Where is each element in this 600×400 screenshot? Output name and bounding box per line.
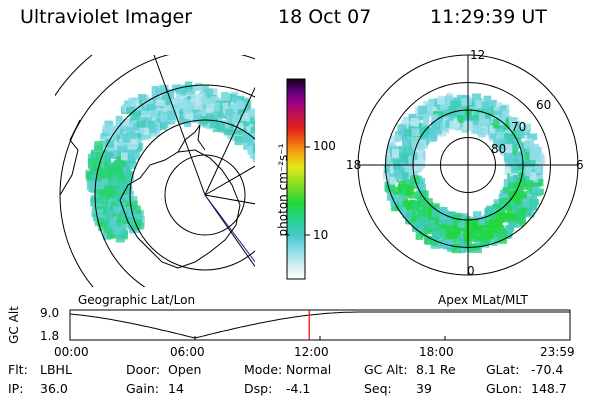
mlt-label-0: 0 [467,264,475,278]
geo-coastline-south-america [59,119,81,196]
geo-coastline-peninsula [177,124,206,153]
info-row2-key-2: Dsp: [244,381,273,396]
geo-meridian-1 [204,86,255,196]
info-row1-value-3: 8.1 Re [416,362,456,377]
mlt-label-6: 6 [576,158,584,172]
altitude-curve [69,311,570,339]
altitude-ytick-low: 1.8 [40,329,60,343]
mlat-label-80: 80 [491,142,507,156]
info-row2-value-4: 148.7 [531,381,567,396]
info-row2-value-3: 39 [416,381,432,396]
mlat-label-70: 70 [511,120,527,134]
info-row1-key-0: Flt: [8,362,28,377]
altitude-ytick-high: 9.0 [40,306,60,320]
geo-meridian-2 [204,165,255,196]
geo-coastline-antarctica [119,149,241,269]
info-row1-key-4: GLat: [486,362,520,377]
info-row1-key-2: Mode: [244,362,283,377]
info-row1-value-0: LBHL [40,362,72,377]
mlat-label-60: 60 [536,98,552,112]
xtick-0600: 06:00 [170,345,205,359]
geo-meridian-3 [204,194,255,205]
geographic-panel-label: Geographic Lat/Lon [78,293,196,307]
mlt-label-12: 12 [470,48,486,62]
geo-lat-circle-2 [94,84,255,287]
geo-meridian-0 [153,55,206,196]
colorbar-tick-100: 100 [313,139,336,153]
info-row1-value-4: -70.4 [531,362,564,377]
colorbar-tick-10: 10 [313,228,329,242]
instrument-title: Ultraviolet Imager [20,6,193,28]
info-row1-key-3: GC Alt: [364,362,408,377]
info-row1-value-1: Open [168,362,202,377]
apex-panel-label: Apex MLat/MLT [438,293,528,307]
info-row1-value-2: Normal [286,362,332,377]
mlt-label-18: 18 [346,158,362,172]
xtick-0000: 00:00 [54,345,89,359]
info-row1-key-1: Door: [126,362,161,377]
info-row2-key-3: Seq: [364,381,392,396]
time-label: 11:29:39 UT [430,6,547,28]
geo-blue-line [204,194,255,263]
info-row2-key-1: Gain: [126,381,159,396]
geo-meridian-4 [204,194,255,268]
geo-lat-circle-1 [129,119,255,271]
xtick-1200: 12:00 [294,345,329,359]
info-row2-value-0: 36.0 [40,381,68,396]
xtick-2359: 23:59 [540,345,575,359]
info-row2-key-0: IP: [8,381,24,396]
info-row2-value-1: 14 [168,381,184,396]
colorbar-gradient [286,78,306,280]
date-label: 18 Oct 07 [278,6,372,28]
info-row2-key-4: GLon: [486,381,523,396]
altitude-ylabel: GC Alt [7,306,21,344]
info-row2-value-2: -4.1 [286,381,311,396]
xtick-1800: 18:00 [419,345,454,359]
